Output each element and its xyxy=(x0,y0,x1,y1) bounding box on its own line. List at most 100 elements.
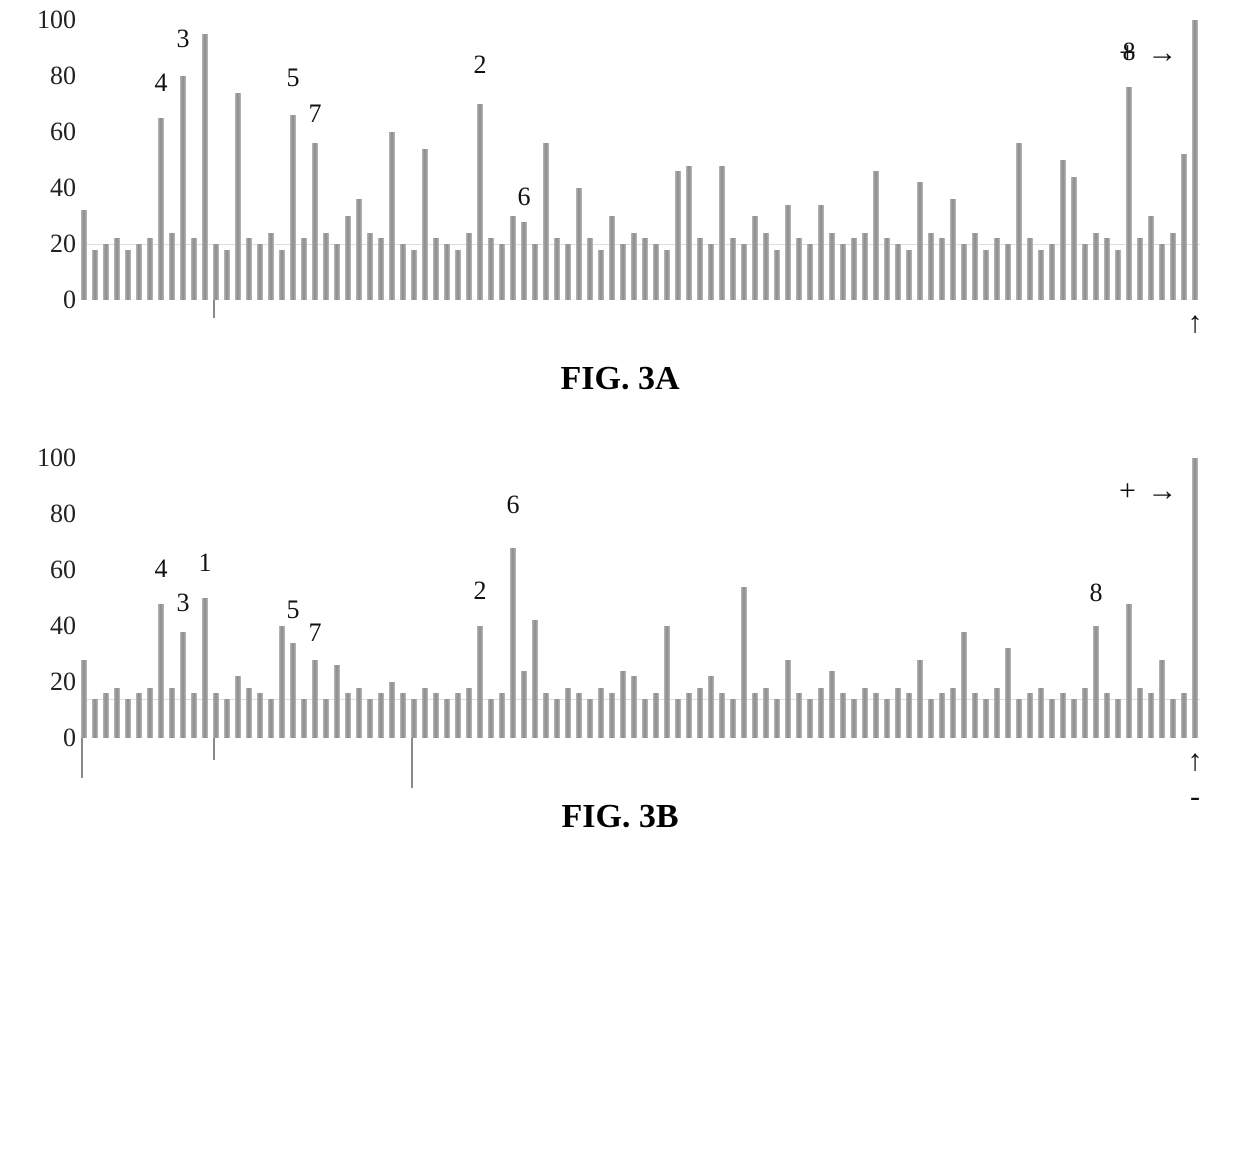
bar xyxy=(213,693,219,738)
bar xyxy=(763,688,769,738)
bar xyxy=(455,693,461,738)
negative-tail xyxy=(213,300,215,318)
bar xyxy=(477,104,483,300)
bar xyxy=(631,233,637,300)
bar xyxy=(180,76,186,300)
bar xyxy=(950,199,956,300)
bar xyxy=(1082,244,1088,300)
bar xyxy=(1104,693,1110,738)
bar xyxy=(554,699,560,738)
bar xyxy=(400,693,406,738)
y-tick-label: 0 xyxy=(63,285,76,315)
bar xyxy=(840,244,846,300)
bar xyxy=(499,693,505,738)
bar xyxy=(928,233,934,300)
bar xyxy=(1170,699,1176,738)
bar xyxy=(345,216,351,300)
plus-arrow-label: + → xyxy=(1119,36,1179,70)
bar xyxy=(664,626,670,738)
bar xyxy=(862,233,868,300)
bar xyxy=(620,671,626,738)
bar xyxy=(609,216,615,300)
bar xyxy=(1192,20,1198,300)
bar xyxy=(741,244,747,300)
bar xyxy=(620,244,626,300)
y-tick-label: 40 xyxy=(50,173,76,203)
bar xyxy=(433,693,439,738)
bar xyxy=(576,188,582,300)
bar xyxy=(169,233,175,300)
bar xyxy=(147,238,153,300)
y-tick-label: 80 xyxy=(50,499,76,529)
bar xyxy=(356,199,362,300)
bar xyxy=(730,238,736,300)
bar xyxy=(1115,250,1121,300)
bar xyxy=(675,171,681,300)
bar xyxy=(1093,626,1099,738)
bar xyxy=(1060,160,1066,300)
bar xyxy=(103,244,109,300)
bar xyxy=(1016,143,1022,300)
bar xyxy=(169,688,175,738)
bar xyxy=(565,244,571,300)
bar xyxy=(796,693,802,738)
bar xyxy=(829,671,835,738)
y-tick-label: 60 xyxy=(50,555,76,585)
negative-tail xyxy=(81,738,83,778)
y-tick-label: 0 xyxy=(63,723,76,753)
peak-label: 2 xyxy=(474,50,487,80)
peak-label: 8 xyxy=(1090,578,1103,608)
bar xyxy=(1027,238,1033,300)
y-tick-label: 20 xyxy=(50,229,76,259)
bar xyxy=(312,660,318,738)
peak-label: 5 xyxy=(287,595,300,625)
bar xyxy=(752,693,758,738)
bar xyxy=(114,688,120,738)
bar xyxy=(653,244,659,300)
bar xyxy=(158,118,164,300)
chart-area: 02040608010043157268+ →↑ xyxy=(20,20,1220,300)
peak-label: 3 xyxy=(177,24,190,54)
bar xyxy=(994,238,1000,300)
bar xyxy=(653,693,659,738)
peak-label: 6 xyxy=(507,490,520,520)
bar xyxy=(444,699,450,738)
bar xyxy=(224,250,230,300)
bar xyxy=(1159,660,1165,738)
bar xyxy=(796,238,802,300)
bar xyxy=(125,699,131,738)
bar xyxy=(433,238,439,300)
bar xyxy=(708,676,714,738)
bar xyxy=(884,238,890,300)
bar xyxy=(697,688,703,738)
bar xyxy=(1071,177,1077,300)
bar xyxy=(268,233,274,300)
bar xyxy=(576,693,582,738)
bar xyxy=(301,699,307,738)
bar xyxy=(961,244,967,300)
bar xyxy=(565,688,571,738)
bar xyxy=(477,626,483,738)
bar xyxy=(873,693,879,738)
bar xyxy=(1115,699,1121,738)
figure-caption: FIG. 3B xyxy=(20,798,1220,836)
y-axis: 020406080100 xyxy=(20,20,80,300)
bar xyxy=(422,688,428,738)
plot-region: 43157268+ →↑ xyxy=(80,20,1200,300)
bar xyxy=(202,34,208,300)
bar xyxy=(279,626,285,738)
bar xyxy=(367,233,373,300)
bar xyxy=(334,244,340,300)
peak-label: 4 xyxy=(155,554,168,584)
bar xyxy=(829,233,835,300)
bar xyxy=(587,699,593,738)
bar xyxy=(191,693,197,738)
bar xyxy=(785,205,791,300)
bar xyxy=(422,149,428,300)
bar xyxy=(444,244,450,300)
bar xyxy=(290,643,296,738)
bar xyxy=(950,688,956,738)
bar xyxy=(1192,458,1198,738)
bar xyxy=(1060,693,1066,738)
bar xyxy=(741,587,747,738)
